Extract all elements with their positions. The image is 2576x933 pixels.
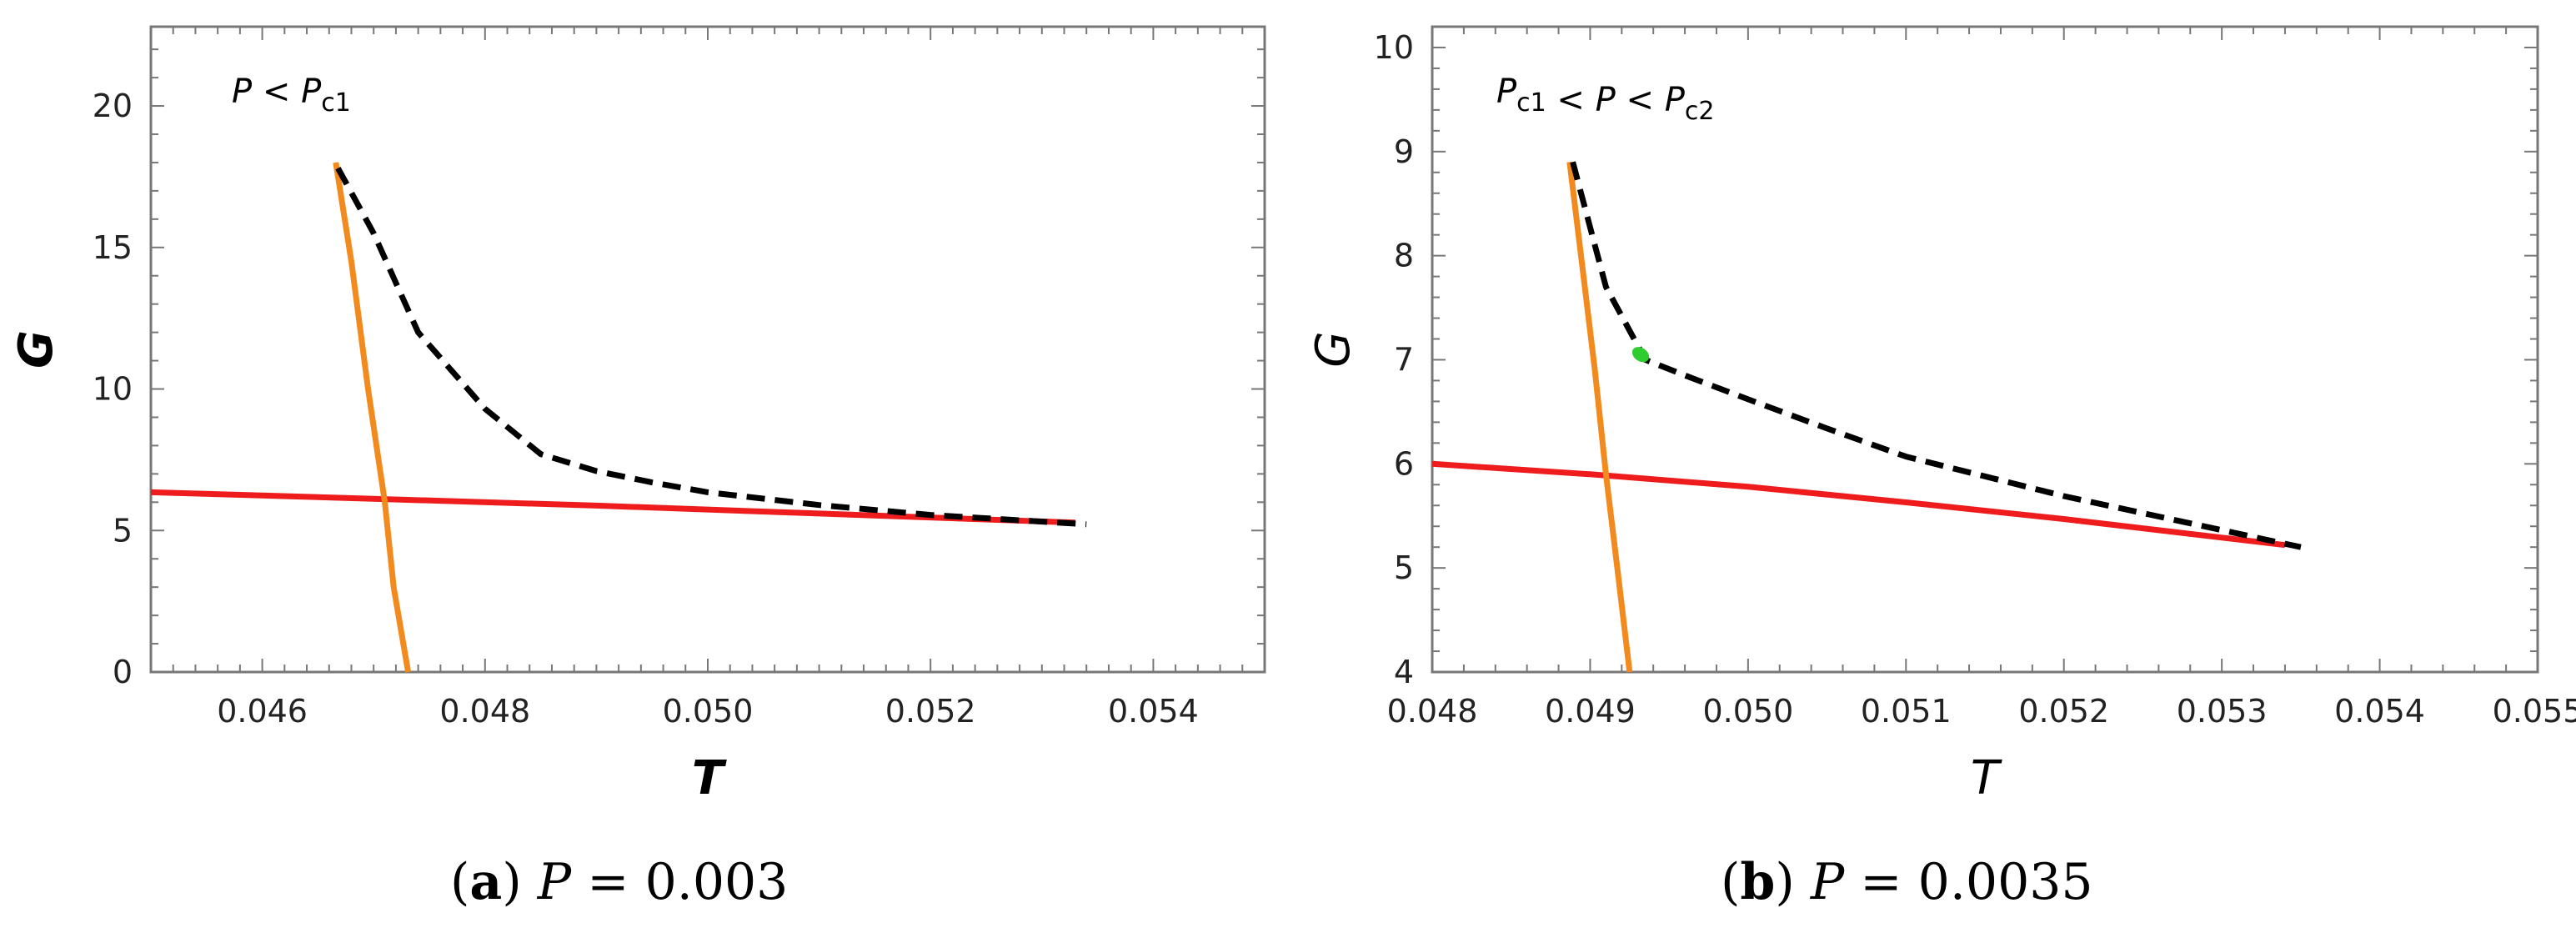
x-tick-label: 0.052 — [2018, 693, 2109, 730]
y-tick-label: 10 — [1374, 29, 1414, 66]
x-tick-label: 0.052 — [885, 693, 976, 730]
x-tick-label: 0.048 — [1387, 693, 1478, 730]
x-axis-title: T — [692, 751, 727, 805]
x-tick-label: 0.055 — [2493, 693, 2576, 730]
x-tick-label: 0.050 — [1702, 693, 1793, 730]
x-tick-label: 0.054 — [1108, 693, 1199, 730]
panel-b: 0.048 0.049 0.050 0.051 0.052 0.053 0.054 0.055… — [1306, 25, 2576, 911]
y-tick-label: 10 — [93, 371, 133, 408]
orange-branch-line — [1566, 161, 1633, 673]
panel-caption: (a) P = 0.003 — [450, 853, 788, 911]
plot-frame — [1431, 25, 2539, 674]
y-tick-label: 4 — [1394, 654, 1414, 690]
y-tick-label: 8 — [1394, 238, 1414, 274]
panel-caption: (b) P = 0.0035 — [1721, 853, 2093, 911]
x-tick-label: 0.048 — [439, 693, 530, 730]
y-tick-label: 20 — [93, 88, 133, 124]
x-tick-label: 0.046 — [217, 693, 308, 730]
red-branch-line — [150, 489, 1076, 526]
x-tick-label: 0.049 — [1545, 693, 1636, 730]
y-tick-label: 7 — [1394, 341, 1414, 378]
y-tick-label: 6 — [1394, 445, 1414, 482]
regime-annotation: Pc1 < P < Pc2 — [1496, 73, 1714, 126]
green-marker-point — [1631, 347, 1650, 363]
x-tick-label: 0.053 — [2177, 693, 2268, 730]
y-axis-title: G — [9, 330, 63, 369]
orange-branch-line — [333, 162, 412, 673]
y-tick-label: 5 — [113, 512, 133, 549]
black-dashed-branch-line — [335, 167, 1087, 528]
red-branch-line — [1431, 460, 2286, 549]
y-tick-label: 9 — [1394, 133, 1414, 170]
x-tick-label: 0.051 — [1861, 693, 1952, 730]
x-axis-title: T — [1971, 751, 2002, 805]
x-tick-label: 0.050 — [663, 693, 754, 730]
panel-a: 0.046 0.048 0.050 0.052 0.054 0 5 10 15 20 P < Pc1… — [9, 25, 1266, 911]
black-dashed-branch-line — [1570, 161, 2302, 550]
y-tick-label: 15 — [93, 229, 133, 266]
x-tick-label: 0.054 — [2334, 693, 2425, 730]
plot-frame — [149, 25, 1266, 674]
regime-annotation: P < Pc1 — [232, 73, 351, 118]
y-axis-title: G — [1306, 331, 1361, 367]
y-tick-label: 5 — [1394, 549, 1414, 586]
y-tick-label: 0 — [113, 654, 133, 690]
